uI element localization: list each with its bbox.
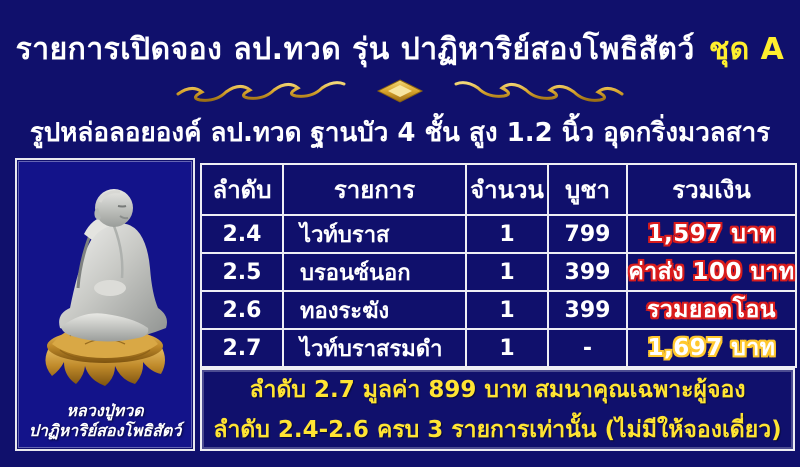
luang-pu-thuat-statue-icon [45,189,167,386]
cell-qty: 1 [465,214,549,254]
photo-caption: หลวงปู่ทวด ปาฏิหาริย์สองโพธิสัตว์ [29,401,182,441]
subtitle: รูปหล่อลอยองค์ ลป.ทวด ฐานบัว 4 ชั้น สูง … [29,118,771,148]
page-title: รายการเปิดจอง ลป.ทวด รุ่น ปาฏิหาริย์สองโ… [0,26,800,73]
cell-price: 399 [547,290,628,330]
cell-item: ไวท์บราสรมดำ [282,328,467,368]
cell-qty: 1 [465,252,549,292]
cell-no: 2.4 [200,214,284,254]
cell-price: 399 [547,252,628,292]
ornament-divider-icon [176,79,624,103]
header-price: บูชา [547,163,628,216]
photo-caption-line2: ปาฏิหาริย์สองโพธิสัตว์ [28,421,182,440]
note-line-2: ลำดับ 2.4-2.6 ครบ 3 รายการเท่านั้น (ไม่ม… [213,416,782,443]
cell-item: ทองระฆัง [282,290,467,330]
note-line-1: ลำดับ 2.7 มูลค่า 899 บาท สมนาคุณเฉพาะผู้… [249,376,746,403]
photo-caption-line1: หลวงปู่ทวด [66,401,144,420]
header-item: รายการ [282,163,467,216]
cell-no: 2.7 [200,328,284,368]
cell-qty: 1 [465,290,549,330]
table-row: 2.6 ทองระฆัง 1 399 รวมยอดโอน [200,290,797,330]
cell-no: 2.6 [200,290,284,330]
order-table: ลำดับ รายการ จำนวน บูชา รวมเงิน 2.4 ไวท์… [200,163,797,368]
table-row: 2.7 ไวท์บราสรมดำ 1 - 1,697 บาท [200,328,797,368]
cell-item: ไวท์บราส [282,214,467,254]
cell-total: รวมยอดโอน [626,290,797,330]
table-row: 2.5 บรอนซ์นอก 1 399 ค่าส่ง 100 บาท [200,252,797,292]
header-qty: จำนวน [465,163,549,216]
cell-price: - [547,328,628,368]
cell-price: 799 [547,214,628,254]
cell-qty: 1 [465,328,549,368]
cell-total: 1,597 บาท [626,214,797,254]
cell-total: ค่าส่ง 100 บาท [626,252,797,292]
page-title-set-badge: ชุด A [708,32,785,67]
table-row: 2.4 ไวท์บราส 1 799 1,597 บาท [200,214,797,254]
table-header-row: ลำดับ รายการ จำนวน บูชา รวมเงิน [200,163,797,216]
header-total: รวมเงิน [626,163,797,216]
conditions-note-box: ลำดับ 2.7 มูลค่า 899 บาท สมนาคุณเฉพาะผู้… [200,368,795,451]
header-no: ลำดับ [200,163,284,216]
cell-total: 1,697 บาท [626,328,797,368]
page-title-main: รายการเปิดจอง ลป.ทวด รุ่น ปาฏิหาริย์สองโ… [15,32,695,67]
cell-item: บรอนซ์นอก [282,252,467,292]
amulet-photo-panel: หลวงปู่ทวด ปาฏิหาริย์สองโพธิสัตว์ [15,158,195,451]
cell-no: 2.5 [200,252,284,292]
